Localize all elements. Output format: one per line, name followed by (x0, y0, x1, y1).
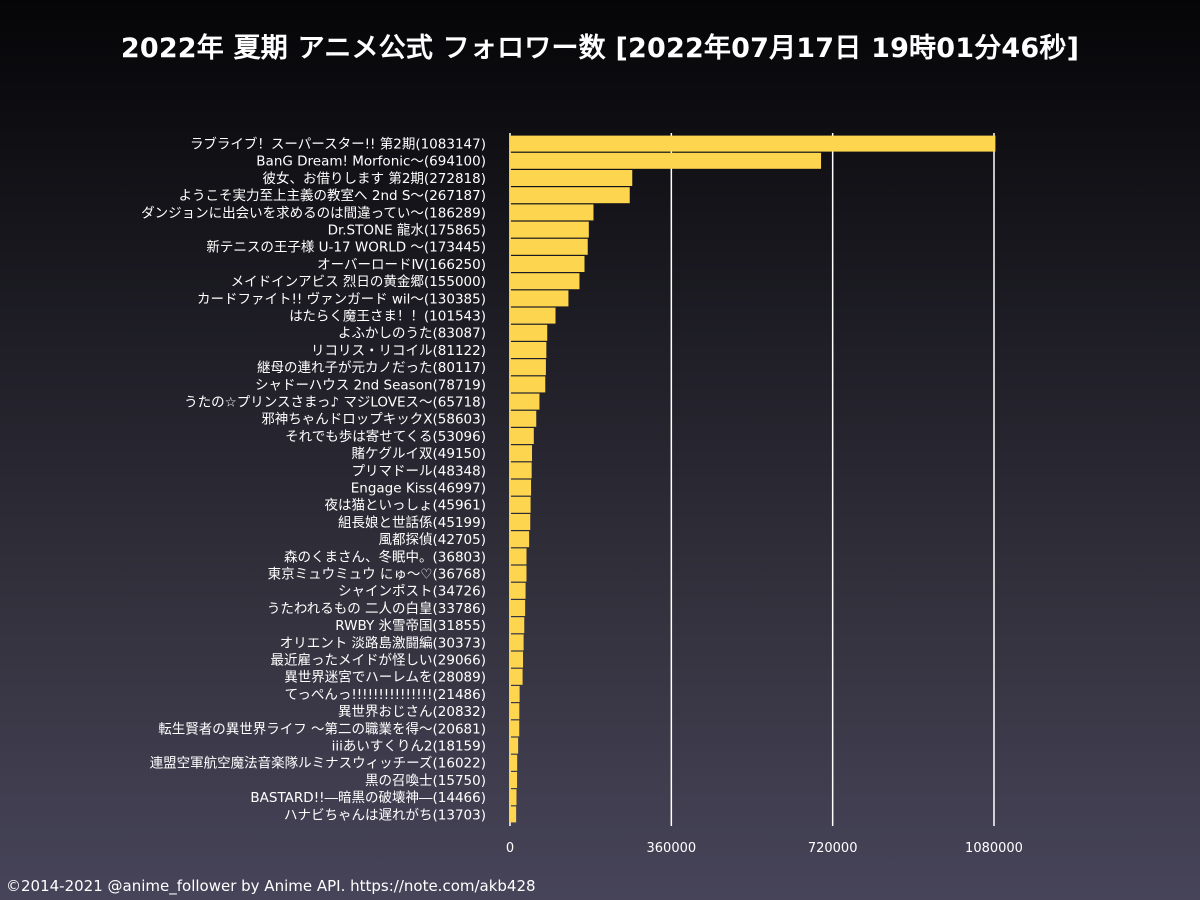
chart-title: 2022年 夏期 アニメ公式 フォロワー数 [2022年07月17日 19時01… (120, 33, 1080, 64)
bar (510, 273, 580, 290)
bar (510, 600, 526, 616)
category-label: 黒の召喚士(15750) (365, 773, 486, 789)
bar (510, 737, 519, 754)
bar (510, 204, 594, 221)
category-label: うたの☆プリンスさまっ♪ マジLOVEス～(65718) (184, 395, 486, 411)
category-label: 夜は猫といっしょ(45961) (325, 498, 486, 514)
category-label: RWBY 氷雪帝国(31855) (335, 618, 486, 634)
bar (510, 428, 534, 444)
bar (510, 754, 518, 771)
category-label: Engage Kiss(46997) (351, 481, 486, 497)
category-label: ようこそ実力至上主義の教室へ 2nd S～(267187) (179, 187, 486, 204)
x-tick-label: 720000 (808, 841, 858, 856)
category-label: 継母の連れ子が元カノだった(80117) (257, 360, 486, 376)
x-tick-label: 0 (506, 841, 514, 856)
bar (510, 772, 518, 788)
category-label: カードファイト!! ヴァンガード wil～(130385) (197, 290, 486, 307)
category-label: よふかしのうた(83087) (338, 326, 486, 342)
bar (510, 496, 531, 513)
category-label: プリマドール(48348) (352, 463, 486, 479)
category-label: BanG Dream! Morfonic～(694100) (256, 154, 486, 170)
category-label: 異世界迷宮でハーレムを(28089) (284, 670, 486, 686)
category-label: てっぺんっ!!!!!!!!!!!!!!!(21486) (285, 687, 486, 703)
bar (510, 565, 527, 582)
bar (510, 324, 548, 341)
category-label: 森のくまさん、冬眠中。(36803) (284, 549, 486, 565)
category-label: 邪神ちゃんドロップキックX(58603) (261, 412, 486, 428)
category-label: 連盟空軍航空魔法音楽隊ルミナスウィッチーズ(16022) (150, 755, 486, 772)
category-label: シャインポスト(34726) (338, 584, 486, 600)
bar (510, 170, 633, 186)
category-label: オリエント 淡路島激闘編(30373) (280, 635, 486, 651)
category-label: オーバーロードⅣ(166250) (317, 257, 486, 273)
x-axis-ticks: 0 360000 720000 1080000 (506, 841, 1023, 856)
bar (510, 462, 532, 479)
category-label: 東京ミュウミュウ にゅ～♡(36768) (268, 567, 486, 583)
category-label: リコリス・リコイル(81122) (311, 343, 486, 359)
category-label: ハナビちゃんは遅れがち(13703) (284, 807, 486, 823)
bar (510, 789, 517, 806)
bar (510, 135, 996, 152)
x-tick-label: 1080000 (965, 841, 1023, 856)
bar (510, 152, 822, 169)
bar (510, 187, 630, 204)
bar (510, 238, 588, 255)
category-label: Dr.STONE 龍水(175865) (328, 222, 486, 239)
bar (510, 376, 546, 393)
bar (510, 307, 556, 324)
category-label: メイドインアビス 烈日の黄金郷(155000) (231, 274, 486, 290)
category-label: シャドーハウス 2nd Season(78719) (255, 377, 486, 393)
bar (510, 531, 530, 548)
bar (510, 806, 517, 823)
category-label: 転生賢者の異世界ライフ ～第二の職業を得～(20681) (158, 720, 486, 737)
category-label: ラブライブ！スーパースター!! 第2期(1083147) (190, 136, 486, 153)
category-label: はたらく魔王さま！！(101543) (289, 309, 486, 325)
bar (510, 393, 540, 410)
category-label: 異世界おじさん(20832) (338, 704, 486, 720)
category-label: うたわれるもの 二人の白皇(33786) (267, 601, 486, 617)
bar (510, 686, 520, 702)
x-tick-label: 360000 (647, 841, 697, 856)
bar (510, 479, 532, 496)
bar (510, 410, 537, 427)
category-label: iiiあいすくりん2(18159) (332, 739, 486, 755)
bar (510, 359, 546, 376)
bar (510, 720, 520, 737)
bar (510, 548, 527, 565)
category-label: BASTARD!!―暗黒の破壊神―(14466) (250, 790, 486, 806)
bar (510, 617, 525, 634)
bar (510, 221, 589, 238)
category-label: 組長娘と世話係(45199) (338, 514, 486, 531)
category-label: それでも歩は寄せてくる(53096) (285, 428, 486, 445)
bar (510, 342, 547, 358)
bar (510, 634, 524, 651)
bar (510, 290, 569, 307)
bar (510, 256, 585, 272)
bar (510, 651, 524, 668)
category-labels: ラブライブ！スーパースター!! 第2期(1083147)BanG Dream! … (141, 136, 486, 824)
copyright-footer: ©2014-2021 @anime_follower by Anime API.… (6, 877, 536, 895)
bar (510, 445, 533, 462)
category-label: 新テニスの王子様 U-17 WORLD ～(173445) (206, 240, 486, 256)
category-label: ダンジョンに出会いを求めるのは間違ってい～(186289) (141, 205, 486, 221)
bar (510, 668, 523, 685)
bar (510, 703, 520, 720)
category-label: 風都探偵(42705) (379, 532, 486, 548)
category-label: 彼女、お借りします 第2期(272818) (263, 170, 486, 187)
category-label: 賭ケグルイ双(49150) (352, 446, 486, 462)
bars (510, 135, 996, 823)
bar (510, 514, 531, 530)
bar (510, 582, 526, 599)
category-label: 最近雇ったメイドが怪しい(29066) (271, 652, 486, 669)
